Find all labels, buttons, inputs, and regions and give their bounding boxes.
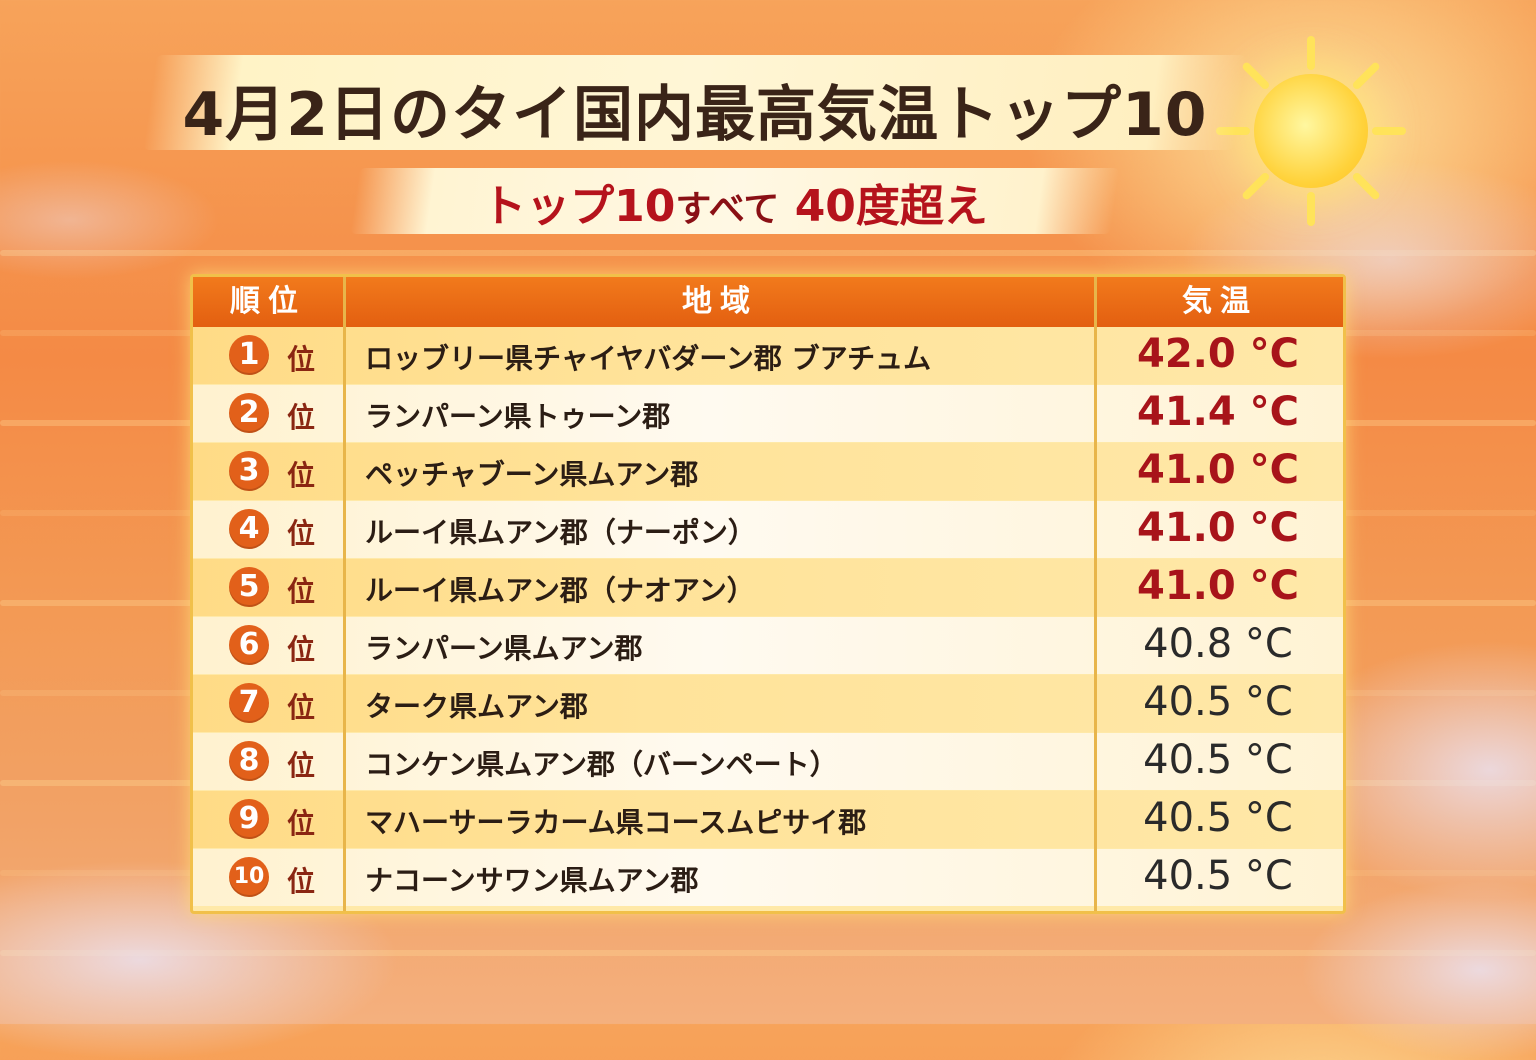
rank-badge: 3: [229, 451, 269, 491]
region-name: コンケン県ムアン郡（バーンペート）: [365, 748, 838, 781]
rank-badge: 1: [229, 335, 269, 375]
rank-badge: 10: [229, 857, 269, 897]
rank-badge: 7: [229, 683, 269, 723]
column-header-temperature: 気温: [1182, 284, 1258, 319]
subtitle-part-top10: トップ10: [482, 181, 676, 232]
rank-suffix: 位: [287, 517, 316, 550]
region-name: ルーイ県ムアン郡（ナーポン）: [365, 516, 756, 549]
rank-suffix: 位: [287, 343, 316, 376]
table-row: 8 位 コンケン県ムアン郡（バーンペート） 40.5 °C: [193, 733, 1343, 790]
temperature-value: 40.5 °C: [1143, 795, 1293, 841]
temperature-value: 40.8 °C: [1143, 621, 1293, 667]
table-row: 7 位 ターク県ムアン郡 40.5 °C: [193, 675, 1343, 732]
rank-suffix: 位: [287, 459, 316, 492]
region-name: ターク県ムアン郡: [365, 690, 588, 723]
table-row: 5 位 ルーイ県ムアン郡（ナオアン） 41.0 °C: [193, 559, 1343, 616]
rank-suffix: 位: [287, 575, 316, 608]
temperature-value: 40.5 °C: [1143, 679, 1293, 725]
table-header: 順位 地域 気温: [193, 277, 1343, 327]
table-row: 6 位 ランパーン県ムアン郡 40.8 °C: [193, 617, 1343, 674]
rank-suffix: 位: [287, 691, 316, 724]
column-divider: [343, 277, 346, 911]
temperature-value: 41.0 °C: [1137, 447, 1299, 493]
region-name: マハーサーラカーム県コースムピサイ郡: [365, 806, 867, 839]
rank-badge: 2: [229, 393, 269, 433]
rank-suffix: 位: [287, 633, 316, 666]
rank-badge: 4: [229, 509, 269, 549]
temperature-value: 40.5 °C: [1143, 853, 1293, 899]
table-row: 9 位 マハーサーラカーム県コースムピサイ郡 40.5 °C: [193, 791, 1343, 848]
rank-badge: 8: [229, 741, 269, 781]
ranking-table: 順位 地域 気温 1 位ロッブリー県チャイヤバダーン郡 ブアチュム 42.0 °C 2…: [190, 274, 1346, 914]
table-row: 2 位 ランパーン県トゥーン郡 41.4 °C: [193, 385, 1343, 442]
rank-badge: 9: [229, 799, 269, 839]
temperature-value: 41.4 °C: [1137, 389, 1299, 435]
column-header-rank: 順位: [230, 284, 306, 319]
rank-suffix: 位: [287, 401, 316, 434]
subtitle-part-all: すべて: [675, 189, 780, 230]
rank-badge: 6: [229, 625, 269, 665]
temperature-value: 42.0 °C: [1137, 331, 1299, 377]
region-name: ランパーン県ムアン郡: [365, 632, 643, 665]
region-name: ナコーンサワン県ムアン郡: [365, 864, 699, 897]
rank-suffix: 位: [287, 807, 316, 840]
table-row: 10 位 ナコーンサワン県ムアン郡 40.5 °C: [193, 849, 1343, 906]
rank-suffix: 位: [287, 865, 316, 898]
table-row: 1 位 ロッブリー県チャイヤバダーン郡 ブアチュム 42.0 °C: [193, 327, 1343, 384]
region-name: ペッチャブーン県ムアン郡: [365, 458, 699, 491]
temperature-value: 40.5 °C: [1143, 737, 1293, 783]
page-subtitle: トップ10すべて 40度超え: [355, 170, 1115, 234]
rank-badge: 5: [229, 567, 269, 607]
rank-suffix: 位: [287, 749, 316, 782]
table-row: 4 位 ルーイ県ムアン郡（ナーポン） 41.0 °C: [193, 501, 1343, 558]
temperature-value: 41.0 °C: [1137, 505, 1299, 551]
subtitle-part-over40: 40度超え: [794, 181, 988, 232]
column-header-region: 地域: [682, 284, 758, 319]
column-divider: [1094, 277, 1097, 911]
region-name: ロッブリー県チャイヤバダーン郡 ブアチュム: [365, 342, 932, 375]
page-title: 4月2日のタイ国内最高気温トップ10: [182, 80, 1208, 150]
region-name: ランパーン県トゥーン郡: [365, 400, 671, 433]
region-name: ルーイ県ムアン郡（ナオアン）: [365, 574, 755, 607]
temperature-value: 41.0 °C: [1137, 563, 1299, 609]
table-row: 3 位 ペッチャブーン県ムアン郡 41.0 °C: [193, 443, 1343, 500]
